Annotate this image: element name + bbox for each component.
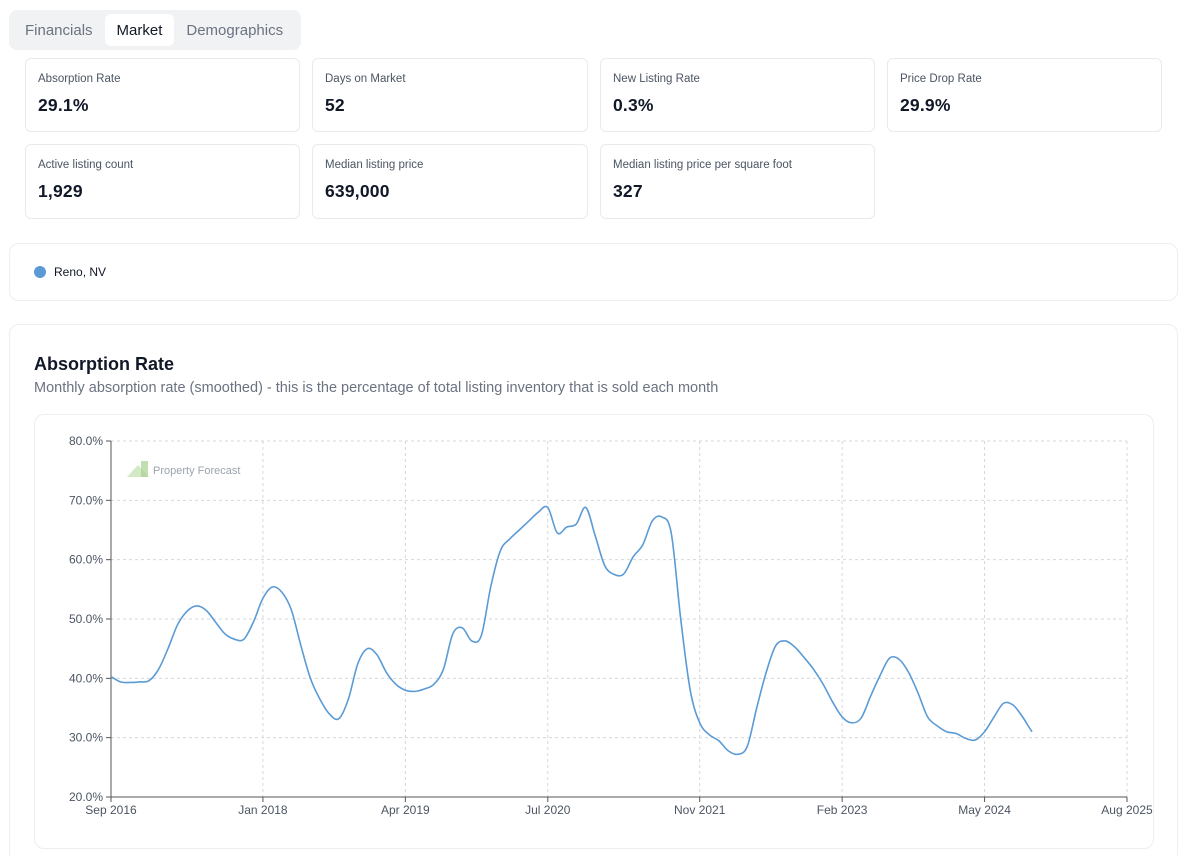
metric-value: 52 [325, 95, 345, 115]
metric-value: 327 [613, 181, 643, 201]
metric-card-median-price-per-sqft: Median listing price per square foot 327 [600, 144, 875, 219]
x-tick-label: May 2024 [958, 803, 1011, 817]
watermark-text: Property Forecast [153, 465, 240, 477]
metric-card-days-on-market: Days on Market 52 [312, 58, 588, 132]
metric-label: New Listing Rate [613, 73, 700, 85]
metric-label: Days on Market [325, 73, 406, 85]
chart-panel: Absorption Rate Monthly absorption rate … [9, 324, 1178, 856]
legend: Reno, NV [9, 243, 1178, 301]
metric-card-price-drop-rate: Price Drop Rate 29.9% [887, 58, 1162, 132]
x-tick-label: Feb 2023 [817, 803, 868, 817]
legend-dot[interactable] [34, 266, 46, 278]
x-tick-label: Jul 2020 [525, 803, 571, 817]
x-tick-label: Aug 2025 [1101, 803, 1153, 817]
y-tick-label: 40.0% [69, 671, 103, 685]
metric-label: Absorption Rate [38, 73, 121, 85]
watermark-logo-bar [141, 461, 148, 477]
metric-label: Median listing price per square foot [613, 159, 792, 171]
absorption-rate-chart: 20.0% 30.0% 40.0% 50.0% 60.0% 70.0% 80.0% Sep 2… [69, 434, 1153, 817]
metric-value: 639,000 [325, 181, 390, 201]
x-tick-label: Nov 2021 [674, 803, 726, 817]
metric-label: Median listing price [325, 159, 424, 171]
chart-subtitle: Monthly absorption rate (smoothed) - thi… [34, 380, 719, 396]
metric-card-new-listing-rate: New Listing Rate 0.3% [600, 58, 875, 132]
metric-card-absorption-rate: Absorption Rate 29.1% [25, 58, 300, 132]
y-tick-label: 80.0% [69, 434, 103, 448]
legend-label[interactable]: Reno, NV [54, 265, 107, 279]
tab-demographics[interactable]: Demographics [186, 21, 284, 39]
y-tick-label: 20.0% [69, 790, 103, 804]
y-tick-label: 70.0% [69, 493, 103, 507]
tab-bar: Financials Market Demographics [9, 10, 301, 50]
metric-label: Price Drop Rate [900, 73, 982, 85]
metric-value: 0.3% [613, 95, 654, 115]
y-tick-label: 60.0% [69, 553, 103, 567]
series-line-reno-nv [110, 505, 1033, 756]
tab-financials[interactable]: Financials [25, 21, 93, 39]
metric-card-median-listing-price: Median listing price 639,000 [312, 144, 588, 219]
x-tick-label: Apr 2019 [381, 803, 430, 817]
y-tick-label: 50.0% [69, 612, 103, 626]
y-tick-label: 30.0% [69, 731, 103, 745]
metric-label: Active listing count [38, 159, 134, 171]
chart-container: 20.0% 30.0% 40.0% 50.0% 60.0% 70.0% 80.0% Sep 2… [34, 414, 1154, 849]
chart-title: Absorption Rate [34, 354, 175, 374]
x-tick-label: Sep 2016 [85, 803, 137, 817]
metric-value: 29.1% [38, 95, 89, 115]
metric-value: 1,929 [38, 181, 83, 201]
metric-card-active-listing-count: Active listing count 1,929 [25, 144, 300, 219]
x-tick-label: Jan 2018 [238, 803, 288, 817]
tab-market[interactable]: Market [104, 14, 175, 46]
metric-value: 29.9% [900, 95, 951, 115]
